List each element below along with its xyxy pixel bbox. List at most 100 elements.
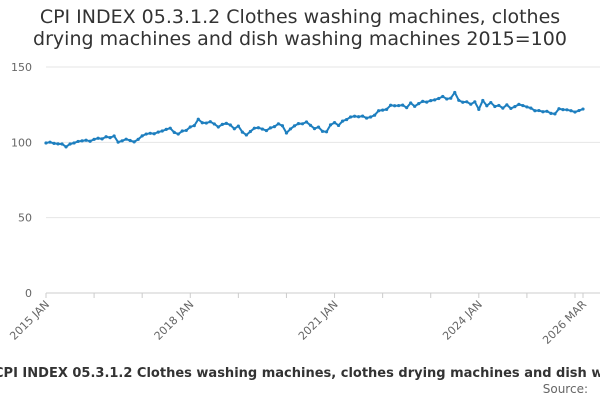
data-point — [156, 130, 160, 134]
data-point — [581, 107, 585, 111]
data-point — [180, 129, 184, 133]
data-point — [513, 105, 517, 109]
x-tick-label-2018-jan: 2018 JAN — [152, 298, 197, 343]
data-point — [300, 122, 305, 126]
legend-caption: CPI INDEX 05.3.1.2 Clothes washing machi… — [0, 366, 600, 382]
data-point — [116, 140, 120, 144]
data-point — [212, 122, 216, 126]
data-point — [352, 114, 357, 118]
data-point — [176, 132, 180, 136]
y-tick-label-0: 0 — [25, 287, 32, 300]
data-point — [336, 123, 341, 128]
x-tick-label-2015-jan: 2015 JAN — [7, 298, 52, 343]
data-point — [104, 135, 108, 139]
data-point — [304, 120, 309, 124]
x-tick-label-2024-jan: 2024 JAN — [440, 298, 485, 343]
data-point — [224, 121, 228, 125]
data-point — [465, 100, 469, 104]
data-point — [332, 121, 337, 125]
data-point — [196, 117, 200, 121]
data-point — [72, 141, 76, 145]
data-point — [561, 108, 565, 112]
data-point — [509, 106, 513, 111]
chart-title: CPI INDEX 05.3.1.2 Clothes washing machi… — [0, 6, 600, 50]
data-point — [344, 117, 349, 122]
data-point — [256, 126, 260, 130]
data-point — [569, 109, 573, 113]
data-point — [565, 108, 569, 112]
data-point — [485, 104, 489, 108]
data-point — [228, 123, 232, 127]
chart-title-line-2: drying machines and dish washing machine… — [33, 28, 567, 50]
data-point — [168, 126, 172, 130]
data-point — [312, 127, 317, 131]
data-point — [84, 138, 88, 142]
data-point — [92, 137, 96, 141]
data-point — [453, 90, 457, 95]
data-point — [128, 138, 132, 143]
data-point — [112, 134, 116, 138]
data-point — [429, 99, 433, 103]
data-point — [469, 102, 473, 106]
data-point — [525, 105, 529, 109]
data-point — [505, 103, 509, 107]
legend-caption-text: CPI INDEX 05.3.1.2 Clothes washing machi… — [0, 366, 600, 381]
data-point — [52, 141, 56, 145]
chart-title-line-1: CPI INDEX 05.3.1.2 Clothes washing machi… — [39, 6, 561, 28]
data-point — [200, 121, 204, 125]
data-point — [389, 103, 393, 107]
data-point — [441, 94, 445, 99]
data-point — [164, 127, 168, 131]
data-point — [481, 98, 485, 103]
data-point — [108, 136, 112, 140]
data-point — [236, 124, 240, 128]
data-point — [356, 115, 361, 119]
data-point — [184, 128, 188, 133]
data-point — [220, 122, 224, 126]
data-point — [96, 136, 100, 140]
data-point — [553, 112, 557, 116]
data-point — [385, 107, 389, 111]
data-point — [48, 140, 52, 144]
data-point — [493, 104, 497, 109]
data-point — [328, 123, 333, 127]
data-point — [401, 103, 405, 107]
data-point — [393, 104, 397, 108]
data-point — [216, 125, 220, 129]
data-point — [252, 126, 256, 130]
data-point — [457, 98, 461, 102]
data-point — [136, 137, 140, 141]
y-tick-label-50: 50 — [18, 212, 32, 225]
data-point — [340, 119, 345, 123]
data-point — [152, 132, 156, 136]
data-point — [120, 139, 124, 143]
data-point — [232, 127, 236, 131]
data-point — [88, 139, 92, 143]
data-point — [421, 99, 425, 103]
data-point — [64, 145, 68, 149]
data-point — [240, 130, 244, 134]
data-point — [348, 115, 353, 119]
data-point — [533, 109, 537, 113]
data-point — [397, 103, 401, 108]
data-point — [573, 110, 577, 114]
data-point — [501, 106, 505, 110]
data-point — [276, 122, 281, 126]
data-point — [284, 131, 289, 135]
data-point — [188, 125, 192, 129]
data-point — [264, 128, 269, 133]
data-point — [44, 141, 48, 145]
data-point — [296, 122, 301, 126]
data-point — [545, 109, 549, 113]
data-point — [365, 116, 369, 120]
data-point — [144, 132, 148, 136]
y-tick-label-150: 150 — [11, 61, 32, 74]
data-point — [204, 121, 208, 125]
data-point — [208, 120, 212, 124]
x-tick-label-2026-mar: 2026 MAR — [540, 298, 589, 347]
data-point — [541, 110, 545, 114]
data-point — [308, 123, 313, 127]
data-point — [132, 140, 136, 144]
data-point — [377, 109, 381, 113]
